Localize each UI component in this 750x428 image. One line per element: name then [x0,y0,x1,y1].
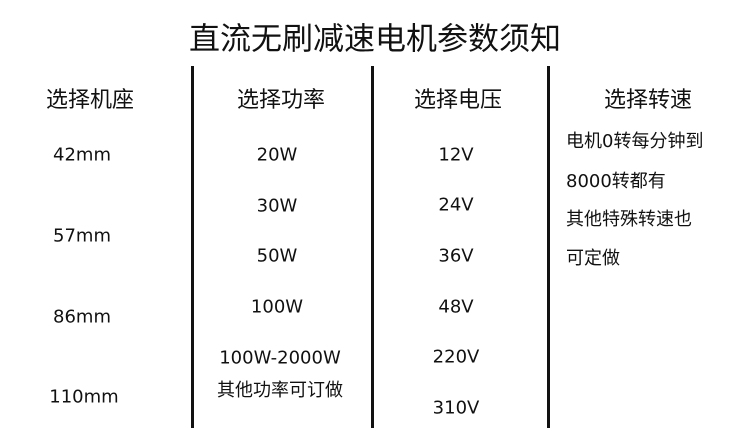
header-power: 选择功率 [236,88,326,113]
header-voltage: 选择电压 [413,88,503,113]
speed-text-line: 电机0转每分钟到 [566,131,704,152]
column-divider [371,66,374,428]
voltage-value: 12V [438,144,474,166]
frame-size-value: 57mm [53,225,111,247]
column-divider [547,66,550,428]
voltage-value: 220V [432,346,480,368]
voltage-value: 36V [438,245,474,267]
speed-text-line: 可定做 [566,248,620,269]
power-value: 30W [256,195,298,217]
power-value: 100W-2000W [219,347,341,369]
voltage-value: 310V [432,397,480,419]
speed-text-line: 8000转都有 [566,171,666,192]
header-frame-size: 选择机座 [45,88,135,113]
frame-size-value: 42mm [53,144,111,166]
power-value: 50W [256,245,298,267]
frame-size-value: 86mm [53,306,111,328]
power-value: 20W [256,144,298,166]
frame-size-value: 110mm [49,386,119,408]
header-speed: 选择转速 [603,88,693,113]
page-title: 直流无刷减速电机参数须知 [189,21,561,58]
speed-text-line: 其他特殊转速也 [566,209,692,230]
voltage-value: 24V [438,194,474,216]
power-value: 100W [250,296,304,318]
voltage-value: 48V [438,296,474,318]
power-note: 其他功率可订做 [217,380,343,401]
column-divider [191,66,194,428]
